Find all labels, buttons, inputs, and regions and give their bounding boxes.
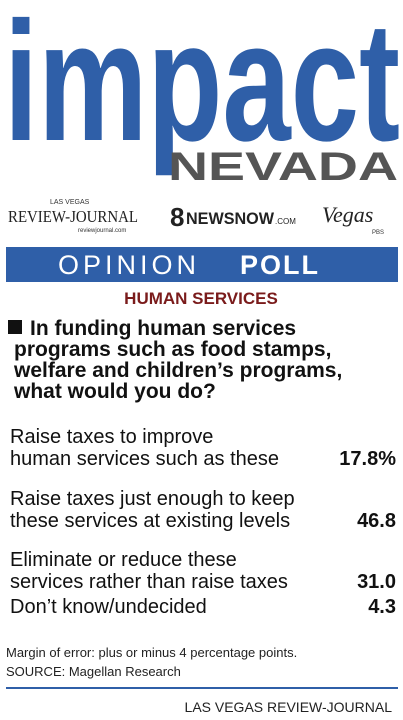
region: NEVADA (168, 145, 398, 189)
tv-suffix: .COM (275, 217, 296, 226)
option-label: human services such as these (10, 448, 279, 470)
option-label: Raise taxes just enough to keep (10, 488, 295, 510)
bullet (8, 320, 22, 334)
option-value: 17.8% (339, 448, 396, 470)
note: SOURCE: Magellan Research (6, 664, 181, 679)
banner-bold: POLL (240, 250, 320, 280)
banner-light: OPINION (58, 250, 200, 280)
question-line: what would you do? (13, 380, 216, 403)
pbs-mark: PBS (372, 230, 384, 236)
question-line: programs such as food stamps, (14, 338, 331, 361)
section-title: HUMAN SERVICES (124, 289, 278, 308)
option-value: 46.8 (357, 510, 396, 532)
option-value: 4.3 (368, 596, 396, 618)
option-label: Eliminate or reduce these (10, 549, 237, 571)
newspaper-top: LAS VEGAS (50, 199, 90, 206)
credit: LAS VEGAS REVIEW-JOURNAL (185, 699, 393, 715)
question-line: In funding human services (30, 317, 296, 340)
tv-name: NEWSNOW (186, 209, 275, 228)
note: Margin of error: plus or minus 4 percent… (6, 645, 297, 660)
option-label: Don’t know/undecided (10, 596, 207, 618)
newspaper: REVIEW-JOURNAL (8, 207, 138, 226)
pbs-name: Vegas (322, 202, 373, 227)
tv-channel: 8 (170, 202, 184, 232)
banner (6, 247, 398, 282)
option-label: Raise taxes to improve (10, 426, 213, 448)
brand: impact (4, 0, 400, 177)
option-value: 31.0 (357, 571, 396, 593)
option-label: services rather than raise taxes (10, 571, 288, 593)
question-line: welfare and children’s programs, (13, 359, 342, 382)
newspaper-url: reviewjournal.com (78, 228, 126, 234)
option-label: these services at existing levels (10, 510, 290, 532)
